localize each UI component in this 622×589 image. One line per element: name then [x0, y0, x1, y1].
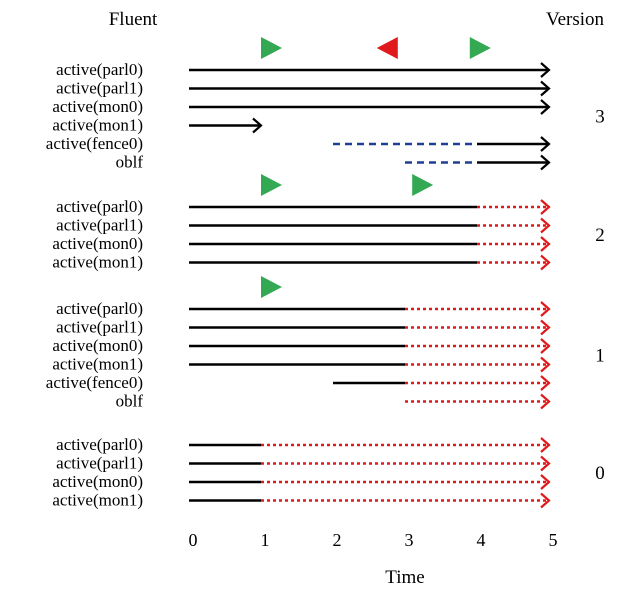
- interval-arrowhead: [540, 154, 551, 171]
- interval-arrowhead: [540, 301, 551, 317]
- time-tick-label: 2: [333, 530, 342, 550]
- interval-arrowhead: [540, 80, 551, 97]
- fluent-label: active(parl0): [56, 60, 143, 79]
- time-tick-label: 0: [189, 530, 198, 550]
- play-marker-v3-2: [469, 37, 491, 59]
- version-header: Version: [546, 9, 605, 30]
- fluent-label: active(parl1): [56, 216, 143, 235]
- time-tick-label: 1: [261, 530, 270, 550]
- version-group-3: active(parl0)active(parl1)active(mon0)ac…: [46, 37, 605, 172]
- interval-arrowhead: [540, 356, 551, 373]
- fluent-label: active(parl1): [56, 318, 143, 337]
- time-tick-label: 5: [549, 530, 558, 550]
- fluent-label: active(parl0): [56, 435, 143, 454]
- fluent-label: oblf: [116, 392, 144, 411]
- interval-arrowhead: [540, 217, 551, 234]
- fluent-label: active(mon0): [52, 97, 143, 116]
- fluent-label: active(parl1): [56, 79, 143, 98]
- fluent-label: active(parl1): [56, 454, 143, 473]
- play-marker-v1-0: [261, 276, 282, 298]
- time-axis: 0 1 2 3 4 5: [189, 530, 558, 550]
- interval-arrowhead: [540, 338, 551, 354]
- fluent-label: active(mon1): [52, 116, 143, 135]
- fluent-label: active(mon1): [52, 253, 143, 272]
- fluent-label: active(fence0): [46, 373, 143, 392]
- version-groups: active(parl0)active(parl1)active(mon0)ac…: [46, 37, 605, 510]
- interval-arrowhead: [540, 319, 551, 336]
- interval-arrowhead: [540, 99, 551, 115]
- interval-arrowhead: [540, 455, 551, 472]
- play-marker-v2-0: [261, 174, 282, 196]
- fluent-label: active(parl0): [56, 299, 143, 318]
- version-group-2: active(parl0)active(parl1)active(mon0)ac…: [52, 174, 605, 272]
- time-tick-label: 3: [405, 530, 414, 550]
- fluent-label: active(mon0): [52, 472, 143, 491]
- interval-arrowhead: [540, 393, 551, 410]
- interval-arrowhead: [540, 375, 551, 391]
- interval-arrowhead: [540, 136, 551, 152]
- fluent-label: active(fence0): [46, 134, 143, 153]
- fluent-label: active(mon0): [52, 234, 143, 253]
- play-marker-v2-1: [412, 174, 434, 196]
- time-tick-label: 4: [477, 530, 486, 550]
- interval-arrowhead: [540, 437, 551, 453]
- version-group-1: active(parl0)active(parl1)active(mon0)ac…: [46, 276, 605, 411]
- interval-arrowhead: [540, 236, 551, 252]
- fluent-label: active(mon0): [52, 336, 143, 355]
- version-number: 0: [595, 463, 605, 484]
- fluent-header: Fluent: [109, 9, 158, 30]
- play-marker-v3-0: [261, 37, 282, 59]
- interval-arrowhead: [540, 492, 551, 509]
- fluent-label: oblf: [116, 153, 144, 172]
- version-number: 2: [595, 225, 605, 246]
- time-axis-label: Time: [385, 567, 424, 588]
- rewind-marker-v3-1: [376, 37, 398, 59]
- fluent-label: active(mon1): [52, 491, 143, 510]
- interval-arrowhead: [540, 254, 551, 271]
- fluent-label: active(parl0): [56, 197, 143, 216]
- version-number: 1: [595, 345, 605, 366]
- fluent-label: active(mon1): [52, 355, 143, 374]
- interval-arrowhead: [540, 62, 551, 78]
- interval-arrowhead: [540, 474, 551, 490]
- interval-arrowhead: [540, 199, 551, 215]
- version-number: 3: [595, 106, 605, 127]
- version-group-0: active(parl0)active(parl1)active(mon0)ac…: [52, 435, 604, 510]
- interval-arrowhead: [252, 117, 263, 134]
